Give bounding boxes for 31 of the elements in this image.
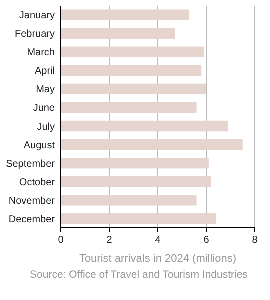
y-tick-label: February	[14, 29, 55, 40]
bar	[61, 139, 243, 150]
x-tick-label: 4	[155, 235, 162, 246]
bar	[61, 84, 206, 95]
x-tick-label: 8	[252, 235, 258, 246]
bar	[61, 158, 209, 169]
y-tick-label: June	[33, 103, 56, 114]
y-tick-label: January	[19, 10, 55, 22]
bar	[61, 214, 216, 224]
y-tick-label: November	[8, 196, 56, 207]
y-tick-label: March	[27, 48, 55, 59]
x-tick-label: 0	[58, 235, 64, 246]
x-axis-title: Tourist arrivals in 2024 (millions)	[79, 253, 237, 265]
y-tick-label: September	[6, 158, 56, 170]
bar	[61, 10, 190, 20]
bar	[61, 28, 175, 39]
bar	[61, 65, 202, 76]
bar	[61, 120, 228, 132]
y-tick-label: October	[19, 177, 56, 188]
bar	[61, 46, 204, 58]
source-note: Source: Office of Travel and Tourism Industries	[30, 269, 248, 281]
bar	[61, 102, 197, 114]
x-tick-label: 6	[204, 235, 210, 246]
y-tick-label: July	[37, 122, 55, 133]
bar	[61, 176, 212, 188]
y-tick-label: May	[36, 84, 55, 96]
bar	[61, 195, 197, 206]
y-tick-label: April	[34, 66, 55, 78]
y-tick-label: December	[8, 214, 56, 226]
y-tick-label: August	[24, 140, 56, 152]
x-tick-label: 2	[106, 235, 113, 246]
